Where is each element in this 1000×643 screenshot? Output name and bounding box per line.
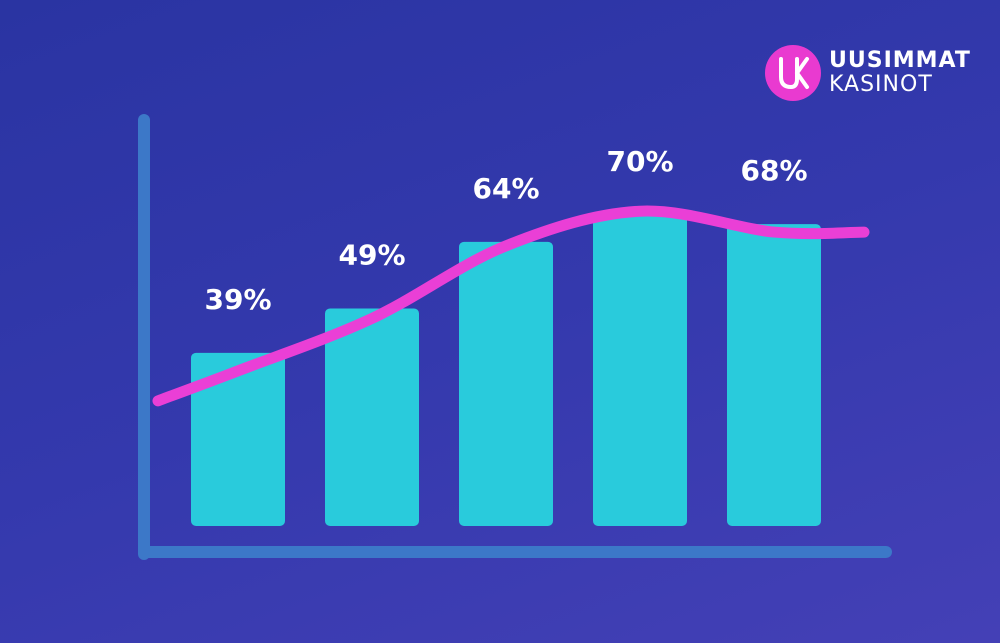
data-labels-group: 39% 49% 64% 70% 68% (204, 145, 807, 316)
data-label-5: 68% (740, 154, 807, 187)
data-label-2: 49% (338, 238, 405, 271)
bar-5 (727, 224, 821, 526)
bar-2 (325, 308, 419, 526)
logo-mark (765, 45, 821, 101)
logo-text: UUSIMMAT KASINOT (829, 50, 971, 96)
bars-group (191, 215, 821, 526)
brand-logo: UUSIMMAT KASINOT (765, 44, 971, 102)
bar-1 (191, 352, 285, 526)
trend-line (152, 205, 870, 407)
logo-line-1: UUSIMMAT (829, 48, 971, 73)
logo-line-2: KASINOT (829, 72, 933, 97)
chart-axes (138, 114, 892, 560)
uk-monogram-icon (779, 57, 809, 90)
data-label-4: 70% (606, 145, 673, 178)
bar-3 (459, 241, 553, 526)
bar-4 (593, 215, 687, 526)
data-label-3: 64% (472, 172, 539, 205)
data-label-1: 39% (204, 283, 271, 316)
